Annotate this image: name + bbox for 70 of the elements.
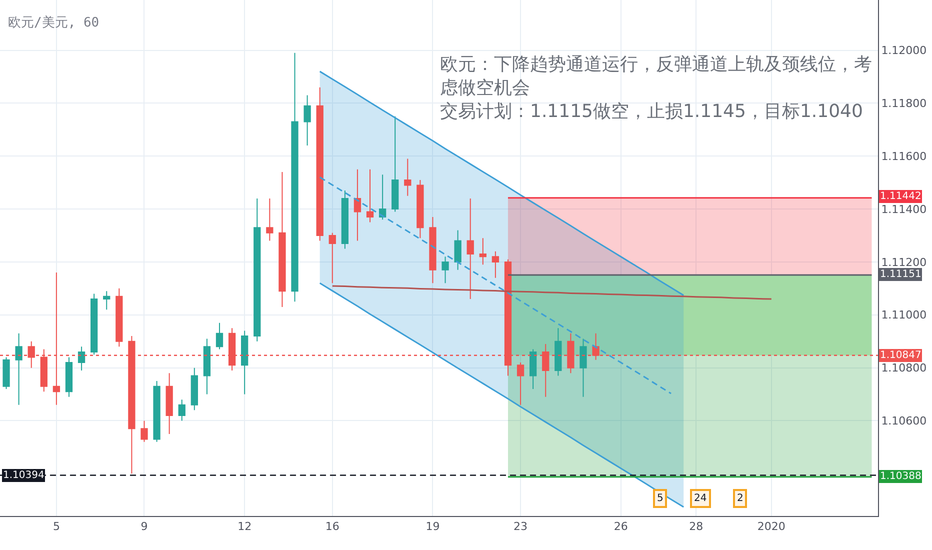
data-label: 1.11151 <box>880 269 922 280</box>
y-tick-label: 1.11400 <box>881 202 927 216</box>
candlestick <box>404 158 412 196</box>
data-label: 1.10388 <box>880 471 922 482</box>
candlestick <box>554 328 562 376</box>
ref-line-label: 1.10394 <box>3 470 44 481</box>
annotation: 5 <box>657 493 664 504</box>
y-tick-label: 1.11200 <box>881 256 927 269</box>
x-tick-label: 9 <box>140 520 148 534</box>
candlestick <box>328 232 336 284</box>
candlestick <box>254 198 261 342</box>
candlestick <box>190 367 198 411</box>
x-tick-label: 19 <box>426 520 440 534</box>
candlestick <box>429 216 436 284</box>
candlestick <box>241 330 248 395</box>
candlestick <box>216 322 224 350</box>
x-tick-label: 23 <box>514 520 528 534</box>
candlestick <box>454 230 462 270</box>
candlestick <box>116 288 123 348</box>
candlestick <box>178 399 186 422</box>
candlestick <box>304 94 311 146</box>
candlestick <box>140 420 148 442</box>
candlestick <box>341 190 348 250</box>
y-tick-label: 1.12000 <box>881 44 927 58</box>
candlestick <box>442 256 449 284</box>
candlestick <box>416 179 424 239</box>
candlestick <box>266 198 274 242</box>
x-tick-label: 26 <box>614 520 628 534</box>
annotation: 交易计划：1.1115做空，止损1.1145，目标1.1040 <box>440 100 863 122</box>
annotation: 2 <box>737 493 744 504</box>
candlestick <box>90 293 98 356</box>
ref-line-label: 1.10847 <box>880 350 922 361</box>
candlestick <box>65 356 73 398</box>
candlestick <box>530 348 537 390</box>
candlestick <box>2 356 10 390</box>
y-tick-label: 1.11000 <box>881 308 927 322</box>
candlestick <box>479 238 486 266</box>
candlestick <box>378 174 386 220</box>
y-tick-label: 1.10800 <box>881 362 927 375</box>
candlestick <box>15 332 22 406</box>
line-series <box>319 176 672 394</box>
annotation: 欧元：下降趋势通道运行，反弹通道上轨及颈线位，考虑做空机会 <box>440 54 872 98</box>
candlestick <box>366 168 374 223</box>
y-tick-label: 1.11800 <box>881 97 927 110</box>
candlestick <box>278 172 286 308</box>
x-tick-label: 5 <box>52 520 60 534</box>
y-tick-label: 1.11600 <box>881 150 927 163</box>
candlestick <box>153 380 160 442</box>
candlestick <box>78 346 86 371</box>
candlestick <box>316 86 324 242</box>
x-tick-label: 16 <box>325 520 340 534</box>
candlestick <box>291 52 298 302</box>
candlestick <box>203 338 211 395</box>
x-tick-label: 12 <box>238 520 252 534</box>
annotation: 24 <box>694 493 707 504</box>
candlestick <box>392 116 399 212</box>
candlestick <box>354 168 362 242</box>
candlestick <box>580 338 587 398</box>
text: 欧元/美元, 60 <box>8 14 100 31</box>
line-series <box>319 282 684 508</box>
line-series <box>332 285 772 300</box>
x-tick-label: 28 <box>689 520 704 534</box>
candlestick <box>492 250 500 278</box>
y-tick-label: 1.10600 <box>881 414 927 428</box>
x-tick-label: 2020 <box>757 520 786 534</box>
candlestick <box>516 362 524 406</box>
candlestick <box>103 290 110 310</box>
data-label: 1.11442 <box>880 191 922 202</box>
candlestick <box>166 372 173 434</box>
candlestick <box>466 198 474 300</box>
